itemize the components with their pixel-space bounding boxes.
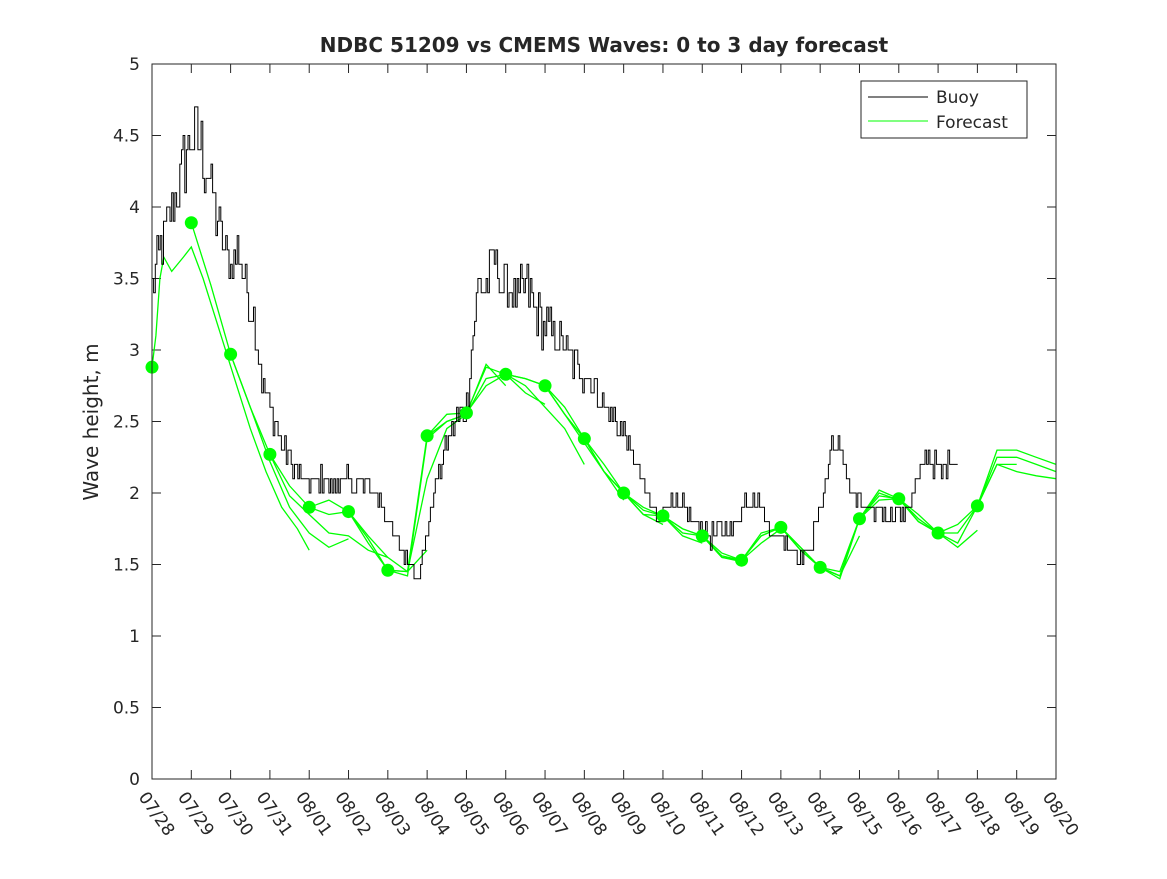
forecast-marker (499, 367, 513, 381)
forecast-marker (813, 560, 827, 574)
forecast-marker (892, 492, 906, 506)
forecast-marker (381, 563, 395, 577)
y-tick-label: 3.5 (113, 270, 140, 290)
y-tick-label: 4.5 (113, 127, 140, 147)
forecast-marker (263, 447, 277, 461)
y-tick-label: 0.5 (113, 699, 140, 719)
buoy-series-line (152, 106, 958, 580)
forecast-marker (538, 379, 552, 393)
forecast-series-line (937, 449, 1057, 534)
chart-title: NDBC 51209 vs CMEMS Waves: 0 to 3 day fo… (320, 33, 889, 57)
forecast-marker (459, 406, 473, 420)
y-tick-label: 4 (129, 198, 140, 218)
forecast-series-line (190, 222, 349, 549)
forecast-series-line (151, 245, 310, 551)
plot-area-frame (151, 63, 1057, 780)
forecast-marker (302, 500, 316, 514)
legend: Buoy Forecast (860, 80, 1028, 139)
forecast-series-line (976, 463, 1057, 507)
forecast-marker (342, 505, 356, 519)
y-tick-label: 2.5 (113, 413, 140, 433)
forecast-marker (695, 529, 709, 543)
forecast-marker (970, 499, 984, 513)
y-tick-label: 1.5 (113, 556, 140, 576)
forecast-marker (931, 526, 945, 540)
legend-forecast-label: Forecast (936, 113, 1008, 133)
y-tick-label: 3 (129, 341, 140, 361)
forecast-marker (617, 486, 631, 500)
y-tick-label: 5 (129, 55, 140, 75)
forecast-marker (774, 520, 788, 534)
y-axis-label: Wave height, m (79, 343, 103, 500)
legend-box (860, 80, 1028, 139)
forecast-marker (224, 347, 238, 361)
forecast-marker (852, 512, 866, 526)
y-tick-label: 1 (129, 627, 140, 647)
y-tick-label: 2 (129, 484, 140, 504)
forecast-marker (735, 553, 749, 567)
forecast-marker (420, 429, 434, 443)
forecast-marker (656, 509, 670, 523)
y-tick-label: 0 (129, 770, 140, 790)
forecast-marker (184, 216, 198, 230)
forecast-marker (577, 432, 591, 446)
forecast-series-line (229, 354, 389, 559)
legend-buoy-label: Buoy (936, 88, 979, 108)
